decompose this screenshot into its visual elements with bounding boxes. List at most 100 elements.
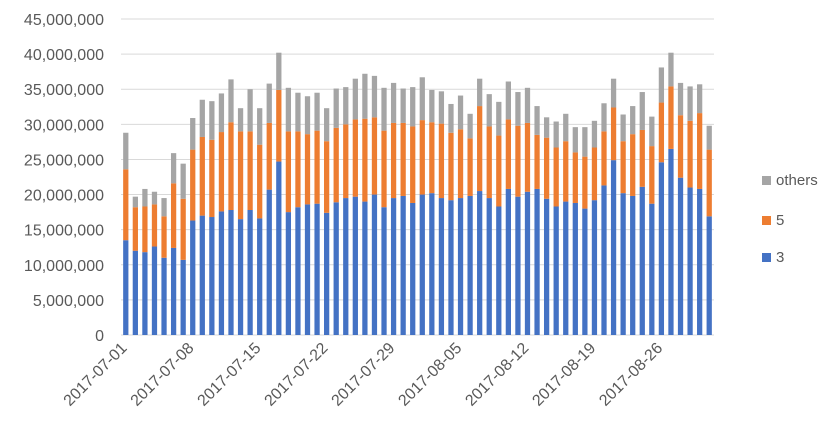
bar-3-segment: [237, 219, 244, 335]
bar-5-segment: [170, 183, 177, 248]
x-tick-label: 2017-07-15: [195, 340, 265, 410]
bar-5-segment: [362, 118, 368, 202]
bar-others-segment: [400, 88, 406, 123]
bar-others-segment: [362, 73, 368, 119]
bar-5-segment: [333, 127, 339, 203]
bar-5-segment: [199, 136, 205, 216]
bar-3-segment: [419, 194, 425, 335]
bars: [123, 52, 712, 335]
bar-3-segment: [170, 247, 177, 335]
bar-5-segment: [352, 119, 358, 197]
bar-5-segment: [582, 156, 588, 209]
legend: others 5 3: [762, 172, 818, 266]
bar-others-segment: [419, 77, 425, 121]
bar-3-segment: [668, 148, 674, 335]
bar-3-segment: [400, 195, 406, 335]
bar-5-segment: [314, 130, 320, 204]
bar-others-segment: [352, 78, 358, 120]
bar-3-segment: [142, 252, 148, 335]
bar-3-segment: [228, 210, 234, 335]
bar-others-segment: [524, 87, 531, 123]
bar-others-segment: [553, 121, 559, 148]
bar-5-segment: [496, 135, 502, 207]
bar-3-segment: [333, 202, 339, 335]
bar-5-segment: [630, 134, 636, 196]
bar-3-segment: [687, 187, 693, 335]
bar-3-segment: [496, 206, 502, 335]
bar-others-segment: [457, 95, 464, 130]
x-tick-label: 2017-08-12: [462, 340, 532, 410]
bar-3-segment: [266, 189, 272, 335]
bar-3-segment: [457, 198, 464, 335]
bar-5-segment: [419, 120, 425, 195]
bar-others-segment: [343, 87, 349, 125]
bar-3-segment: [410, 202, 416, 335]
bar-others-segment: [543, 117, 550, 138]
bar-3-segment: [620, 193, 626, 335]
bar-5-segment: [295, 131, 301, 208]
bar-others-segment: [132, 196, 138, 208]
bar-others-segment: [448, 103, 454, 133]
bar-3-segment: [276, 161, 282, 335]
bar-3-segment: [610, 160, 617, 335]
bar-5-segment: [601, 131, 607, 186]
bar-5-segment: [123, 169, 129, 241]
bar-3-segment: [477, 191, 483, 335]
bar-5-segment: [477, 106, 483, 192]
y-tick-label: 30,000,000: [24, 117, 104, 134]
legend-label-5: 5: [776, 212, 784, 229]
bar-others-segment: [668, 52, 674, 87]
bar-others-segment: [161, 198, 167, 217]
bar-5-segment: [304, 134, 311, 205]
x-axis-ticks: 2017-07-012017-07-082017-07-152017-07-22…: [61, 340, 667, 410]
bar-5-segment: [161, 216, 167, 258]
bar-5-segment: [237, 131, 244, 220]
bar-others-segment: [333, 88, 339, 128]
bar-others-segment: [218, 93, 225, 133]
bar-3-segment: [304, 204, 311, 335]
bar-5-segment: [276, 89, 282, 162]
bar-others-segment: [314, 92, 320, 131]
bar-3-segment: [601, 185, 607, 335]
bar-5-segment: [438, 123, 445, 199]
bar-5-segment: [467, 138, 473, 196]
y-tick-label: 40,000,000: [24, 47, 104, 64]
bar-3-segment: [572, 202, 578, 335]
bar-others-segment: [467, 113, 473, 139]
bar-5-segment: [553, 147, 559, 207]
x-tick-label: 2017-08-19: [529, 340, 599, 410]
bar-5-segment: [180, 198, 186, 260]
bar-5-segment: [515, 125, 521, 197]
bar-others-segment: [486, 94, 492, 127]
bar-3-segment: [371, 194, 378, 335]
bar-5-segment: [151, 204, 158, 247]
bar-others-segment: [591, 120, 598, 148]
legend-label-others: others: [776, 172, 818, 189]
y-tick-label: 25,000,000: [24, 152, 104, 169]
bar-others-segment: [266, 83, 272, 123]
bar-others-segment: [677, 82, 684, 116]
bar-5-segment: [429, 122, 435, 194]
bar-others-segment: [304, 96, 311, 135]
bar-3-segment: [199, 215, 205, 335]
bar-5-segment: [534, 134, 540, 189]
bar-5-segment: [457, 129, 464, 199]
bar-3-segment: [218, 211, 225, 335]
legend-swatch-3: [762, 253, 771, 262]
bar-3-segment: [534, 188, 540, 335]
bar-others-segment: [572, 127, 578, 153]
bar-3-segment: [582, 208, 588, 335]
x-tick-label: 2017-08-05: [395, 340, 465, 410]
x-tick-label: 2017-08-26: [596, 340, 666, 410]
bar-3-segment: [515, 196, 521, 335]
bar-5-segment: [400, 122, 406, 196]
bar-others-segment: [324, 108, 330, 142]
bar-5-segment: [381, 130, 387, 208]
bar-others-segment: [209, 101, 215, 140]
bar-others-segment: [295, 92, 301, 132]
bar-others-segment: [142, 188, 148, 207]
bar-others-segment: [658, 67, 665, 103]
bar-3-segment: [563, 201, 569, 335]
bar-5-segment: [257, 144, 263, 219]
bar-3-segment: [591, 200, 598, 335]
